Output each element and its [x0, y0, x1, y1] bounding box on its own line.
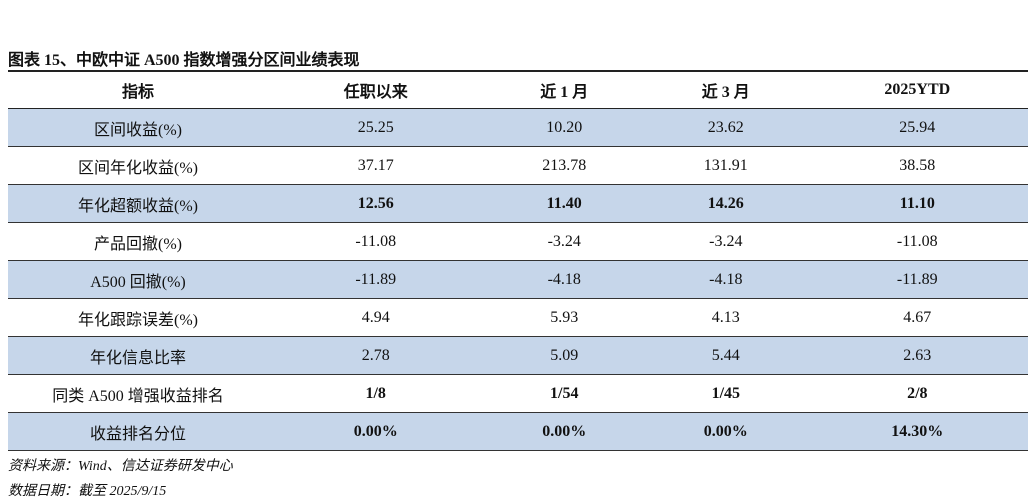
value-cell: -3.24 — [645, 222, 807, 261]
row-label: 年化超额收益(%) — [8, 184, 268, 223]
table-row: 同类 A500 增强收益排名 1/8 1/54 1/45 2/8 — [8, 374, 1028, 413]
value-cell: 11.40 — [483, 184, 646, 223]
table-row: 年化超额收益(%) 12.56 11.40 14.26 11.10 — [8, 184, 1028, 223]
table-row: 区间年化收益(%) 37.17 213.78 131.91 38.58 — [8, 146, 1028, 185]
value-cell: 1/54 — [483, 374, 646, 413]
value-cell: 0.00% — [483, 412, 646, 451]
value-cell: 1/8 — [268, 374, 484, 413]
row-label: A500 回撤(%) — [8, 260, 268, 299]
header-cell: 近 1 月 — [483, 70, 646, 109]
value-cell: 4.13 — [645, 298, 807, 337]
value-cell: -11.89 — [806, 260, 1028, 299]
value-cell: 213.78 — [483, 146, 646, 185]
value-cell: 5.44 — [645, 336, 807, 375]
row-label: 年化跟踪误差(%) — [8, 298, 268, 337]
value-cell: 25.25 — [268, 108, 484, 147]
value-cell: -11.08 — [806, 222, 1028, 261]
table-head: 指标 任职以来近 1 月近 3 月 2025YTD — [8, 70, 1028, 109]
value-cell: 131.91 — [645, 146, 807, 185]
performance-table: 指标 任职以来近 1 月近 3 月 2025YTD 区间收益(%) 25.25 10.2… — [8, 70, 1028, 451]
table-row: A500 回撤(%) -11.89 -4.18 -4.18 -11.89 — [8, 260, 1028, 299]
value-cell: -11.89 — [268, 260, 484, 299]
value-cell: 37.17 — [268, 146, 484, 185]
row-label: 产品回撤(%) — [8, 222, 268, 261]
header-cell: 任职以来 — [268, 70, 484, 109]
value-cell: 14.30% — [806, 412, 1028, 451]
table-row: 区间收益(%) 25.25 10.20 23.62 25.94 — [8, 108, 1028, 147]
value-cell: 12.56 — [268, 184, 484, 223]
value-cell: -4.18 — [645, 260, 807, 299]
value-cell: 1/45 — [645, 374, 807, 413]
value-cell: 4.94 — [268, 298, 484, 337]
row-label: 年化信息比率 — [8, 336, 268, 375]
value-cell: 5.93 — [483, 298, 646, 337]
row-label: 同类 A500 增强收益排名 — [8, 374, 268, 413]
value-cell: 11.10 — [806, 184, 1028, 223]
table-row: 收益排名分位 0.00% 0.00% 0.00% 14.30% — [8, 412, 1028, 451]
value-cell: 2/8 — [806, 374, 1028, 413]
value-cell: 10.20 — [483, 108, 646, 147]
table-row: 年化跟踪误差(%) 4.94 5.93 4.13 4.67 — [8, 298, 1028, 337]
date-note: 数据日期：截至 2025/9/15 — [8, 484, 167, 499]
value-cell: 4.67 — [806, 298, 1028, 337]
header-cell: 指标 — [8, 70, 268, 109]
figure-title: 图表 15、中欧中证 A500 指数增强分区间业绩表现 — [8, 52, 360, 69]
value-cell: -11.08 — [268, 222, 484, 261]
table-row: 年化信息比率 2.78 5.09 5.44 2.63 — [8, 336, 1028, 375]
value-cell: 2.78 — [268, 336, 484, 375]
table-body: 区间收益(%) 25.25 10.20 23.62 25.94 区间年化收益(%) 37.1… — [8, 108, 1028, 451]
value-cell: 14.26 — [645, 184, 807, 223]
source-note: 资料来源：Wind、信达证券研发中心 — [8, 459, 233, 474]
value-cell: -3.24 — [483, 222, 646, 261]
value-cell: 0.00% — [645, 412, 807, 451]
table-row: 产品回撤(%) -11.08 -3.24 -3.24 -11.08 — [8, 222, 1028, 261]
value-cell: 25.94 — [806, 108, 1028, 147]
value-cell: 23.62 — [645, 108, 807, 147]
value-cell: 5.09 — [483, 336, 646, 375]
value-cell: -4.18 — [483, 260, 646, 299]
header-row: 指标 任职以来近 1 月近 3 月 2025YTD — [8, 70, 1028, 109]
header-cell: 近 3 月 — [645, 70, 807, 109]
value-cell: 38.58 — [806, 146, 1028, 185]
row-label: 区间收益(%) — [8, 108, 268, 147]
row-label: 区间年化收益(%) — [8, 146, 268, 185]
row-label: 收益排名分位 — [8, 412, 268, 451]
header-cell: 2025YTD — [806, 70, 1028, 109]
value-cell: 2.63 — [806, 336, 1028, 375]
value-cell: 0.00% — [268, 412, 484, 451]
